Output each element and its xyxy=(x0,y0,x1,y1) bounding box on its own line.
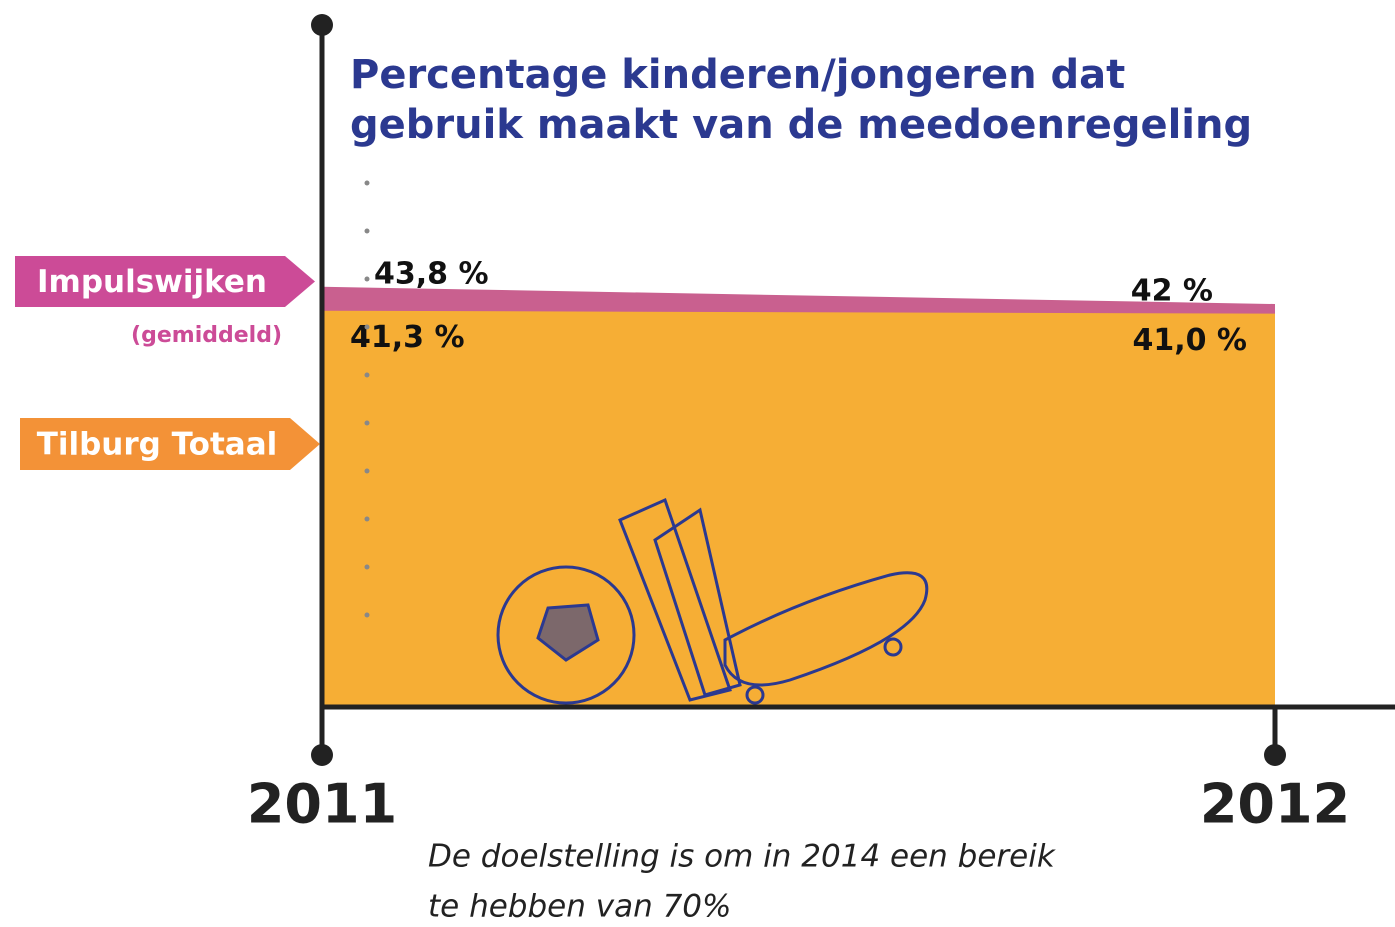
area xyxy=(322,311,1275,707)
guide-dot xyxy=(365,613,370,618)
chart: Percentage kinderen/jongeren dat gebruik… xyxy=(0,0,1395,927)
legend-label: Tilburg Totaal xyxy=(37,427,278,463)
guide-dot xyxy=(365,373,370,378)
footnote: De doelstelling is om in 2014 een bereik xyxy=(428,839,1056,875)
guide-dot xyxy=(365,229,370,234)
value-label: 41,0 % xyxy=(1132,323,1247,358)
guide-dot xyxy=(365,421,370,426)
guide-dot xyxy=(365,565,370,570)
x-tick-dot xyxy=(311,744,333,766)
legend-note: (gemiddeld) xyxy=(131,323,282,348)
guide-dot xyxy=(365,181,370,186)
value-label: 43,8 % xyxy=(374,256,489,291)
chart-title: gebruik maakt van de meedoenregeling xyxy=(350,102,1252,148)
x-tick-dot xyxy=(1264,744,1286,766)
value-label: 42 % xyxy=(1131,274,1213,309)
chart-title: Percentage kinderen/jongeren dat xyxy=(350,52,1125,98)
guide-dot xyxy=(365,517,370,522)
guide-dot xyxy=(365,277,370,282)
axis-dot xyxy=(311,14,333,36)
guide-dot xyxy=(365,325,370,330)
guide-dot xyxy=(365,469,370,474)
x-tick-label: 2011 xyxy=(247,773,397,836)
legend-label: Impulswijken xyxy=(37,264,267,300)
x-tick-label: 2012 xyxy=(1200,773,1350,836)
footnote: te hebben van 70% xyxy=(428,889,731,925)
